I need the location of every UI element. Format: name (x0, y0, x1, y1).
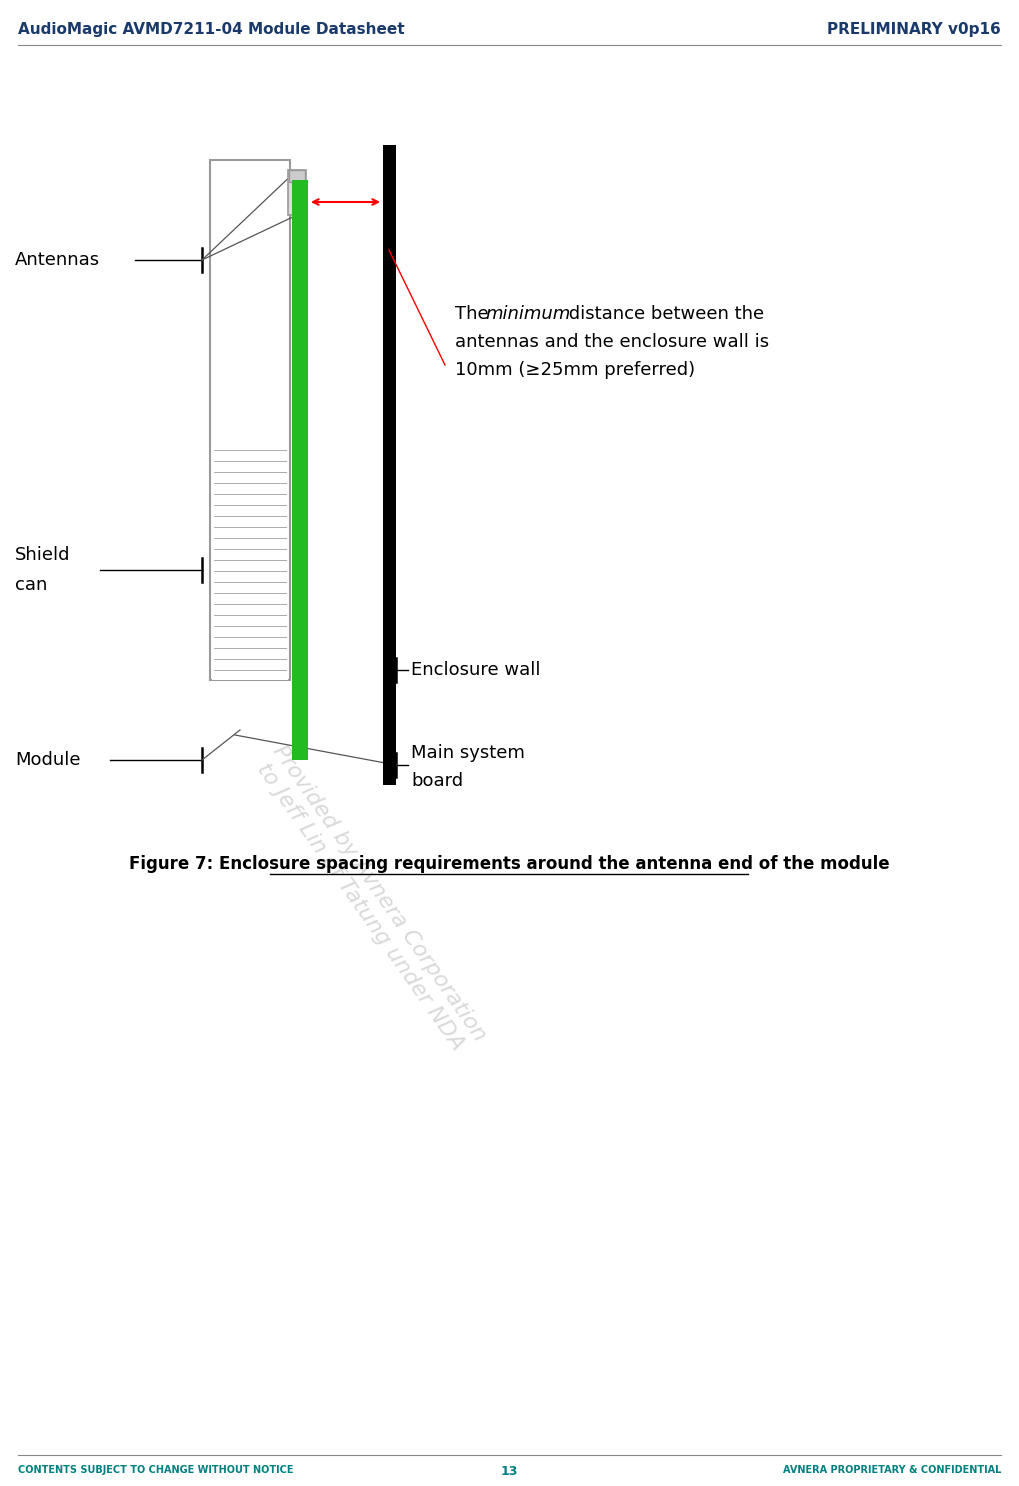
Text: 13: 13 (500, 1465, 518, 1479)
Text: minimum: minimum (485, 305, 571, 322)
Text: PRELIMINARY v0p16: PRELIMINARY v0p16 (827, 22, 1001, 37)
Text: AudioMagic AVMD7211-04 Module Datasheet: AudioMagic AVMD7211-04 Module Datasheet (18, 22, 405, 37)
Text: The: The (455, 305, 494, 322)
Text: 10mm (≥25mm preferred): 10mm (≥25mm preferred) (455, 361, 695, 379)
Bar (289, 169, 305, 181)
Text: Enclosure wall: Enclosure wall (411, 661, 540, 679)
Text: Provided by Avnera Corporation
to Jeff Lin of Tatung under NDA: Provided by Avnera Corporation to Jeff L… (250, 742, 490, 1058)
Bar (288, 169, 306, 215)
Text: antennas and the enclosure wall is: antennas and the enclosure wall is (455, 333, 769, 351)
Text: Figure 7: Enclosure spacing requirements around the antenna end of the module: Figure 7: Enclosure spacing requirements… (128, 854, 890, 872)
Text: distance between the: distance between the (564, 305, 764, 322)
Text: AVNERA PROPRIETARY & CONFIDENTIAL: AVNERA PROPRIETARY & CONFIDENTIAL (783, 1465, 1001, 1476)
Bar (383, 146, 396, 785)
Text: Main system: Main system (411, 744, 525, 762)
Text: Module: Module (15, 750, 81, 768)
Text: CONTENTS SUBJECT TO CHANGE WITHOUT NOTICE: CONTENTS SUBJECT TO CHANGE WITHOUT NOTIC… (18, 1465, 293, 1476)
Text: Antennas: Antennas (15, 251, 100, 269)
Bar (292, 180, 308, 759)
Text: Shield: Shield (15, 545, 70, 565)
Bar (212, 450, 288, 681)
Bar (210, 160, 290, 681)
Text: board: board (411, 773, 463, 791)
Text: can: can (15, 577, 47, 594)
